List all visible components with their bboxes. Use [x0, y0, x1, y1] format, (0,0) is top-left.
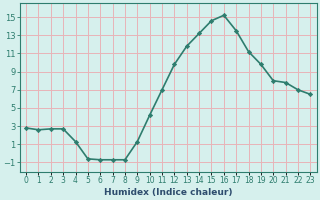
X-axis label: Humidex (Indice chaleur): Humidex (Indice chaleur) — [104, 188, 232, 197]
